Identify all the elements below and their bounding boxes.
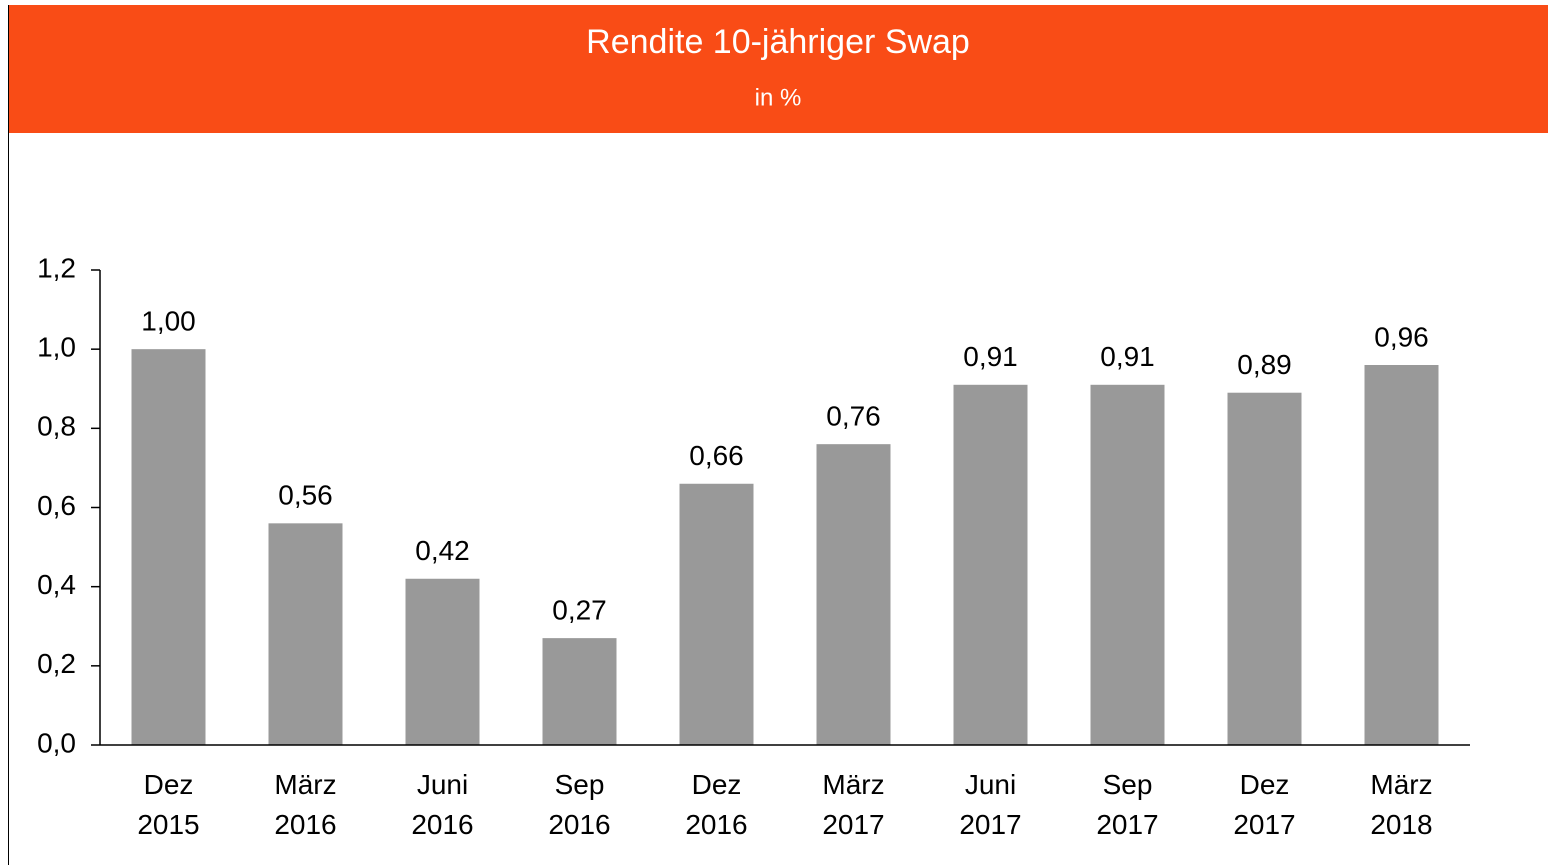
x-tick-label: Juni 2017 bbox=[959, 769, 1021, 840]
bar bbox=[542, 638, 617, 745]
x-tick-label: Dez 2016 bbox=[685, 769, 747, 840]
bar bbox=[953, 384, 1028, 745]
x-tick-label: März 2016 bbox=[274, 769, 336, 840]
value-label: 0,96 bbox=[1374, 321, 1429, 352]
bar bbox=[1364, 365, 1439, 745]
value-label: 0,66 bbox=[689, 440, 744, 471]
y-tick-label: 1,0 bbox=[37, 332, 76, 363]
chart-subtitle: in % bbox=[755, 84, 802, 111]
value-label: 0,76 bbox=[826, 401, 881, 432]
y-tick-label: 0,6 bbox=[37, 490, 76, 521]
header-band bbox=[8, 5, 1548, 133]
x-tick-label: März 2018 bbox=[1370, 769, 1432, 840]
bar bbox=[679, 483, 754, 745]
x-tick-label: März 2017 bbox=[822, 769, 884, 840]
y-tick-label: 0,4 bbox=[37, 569, 76, 600]
bar bbox=[1227, 392, 1302, 745]
value-label: 0,89 bbox=[1237, 349, 1292, 380]
y-tick-label: 0,2 bbox=[37, 648, 76, 679]
x-tick-label: Dez 2017 bbox=[1233, 769, 1295, 840]
bar bbox=[1090, 384, 1165, 745]
x-tick-label: Sep 2016 bbox=[548, 769, 610, 840]
bar bbox=[816, 444, 891, 745]
bar bbox=[405, 578, 480, 745]
chart-title: Rendite 10-jähriger Swap bbox=[586, 23, 970, 61]
value-label: 0,27 bbox=[552, 595, 607, 626]
x-tick-label: Dez 2015 bbox=[137, 769, 199, 840]
value-label: 1,00 bbox=[141, 306, 196, 337]
x-tick-label: Sep 2017 bbox=[1096, 769, 1158, 840]
value-label: 0,42 bbox=[415, 535, 470, 566]
value-label: 0,91 bbox=[1100, 341, 1155, 372]
y-tick-label: 0,8 bbox=[37, 411, 76, 442]
x-tick-label: Juni 2016 bbox=[411, 769, 473, 840]
value-label: 0,91 bbox=[963, 341, 1018, 372]
y-tick-label: 1,2 bbox=[37, 252, 76, 283]
bar bbox=[268, 523, 343, 745]
value-label: 0,56 bbox=[278, 480, 333, 511]
bar bbox=[131, 349, 206, 745]
y-tick-label: 0,0 bbox=[37, 727, 76, 758]
